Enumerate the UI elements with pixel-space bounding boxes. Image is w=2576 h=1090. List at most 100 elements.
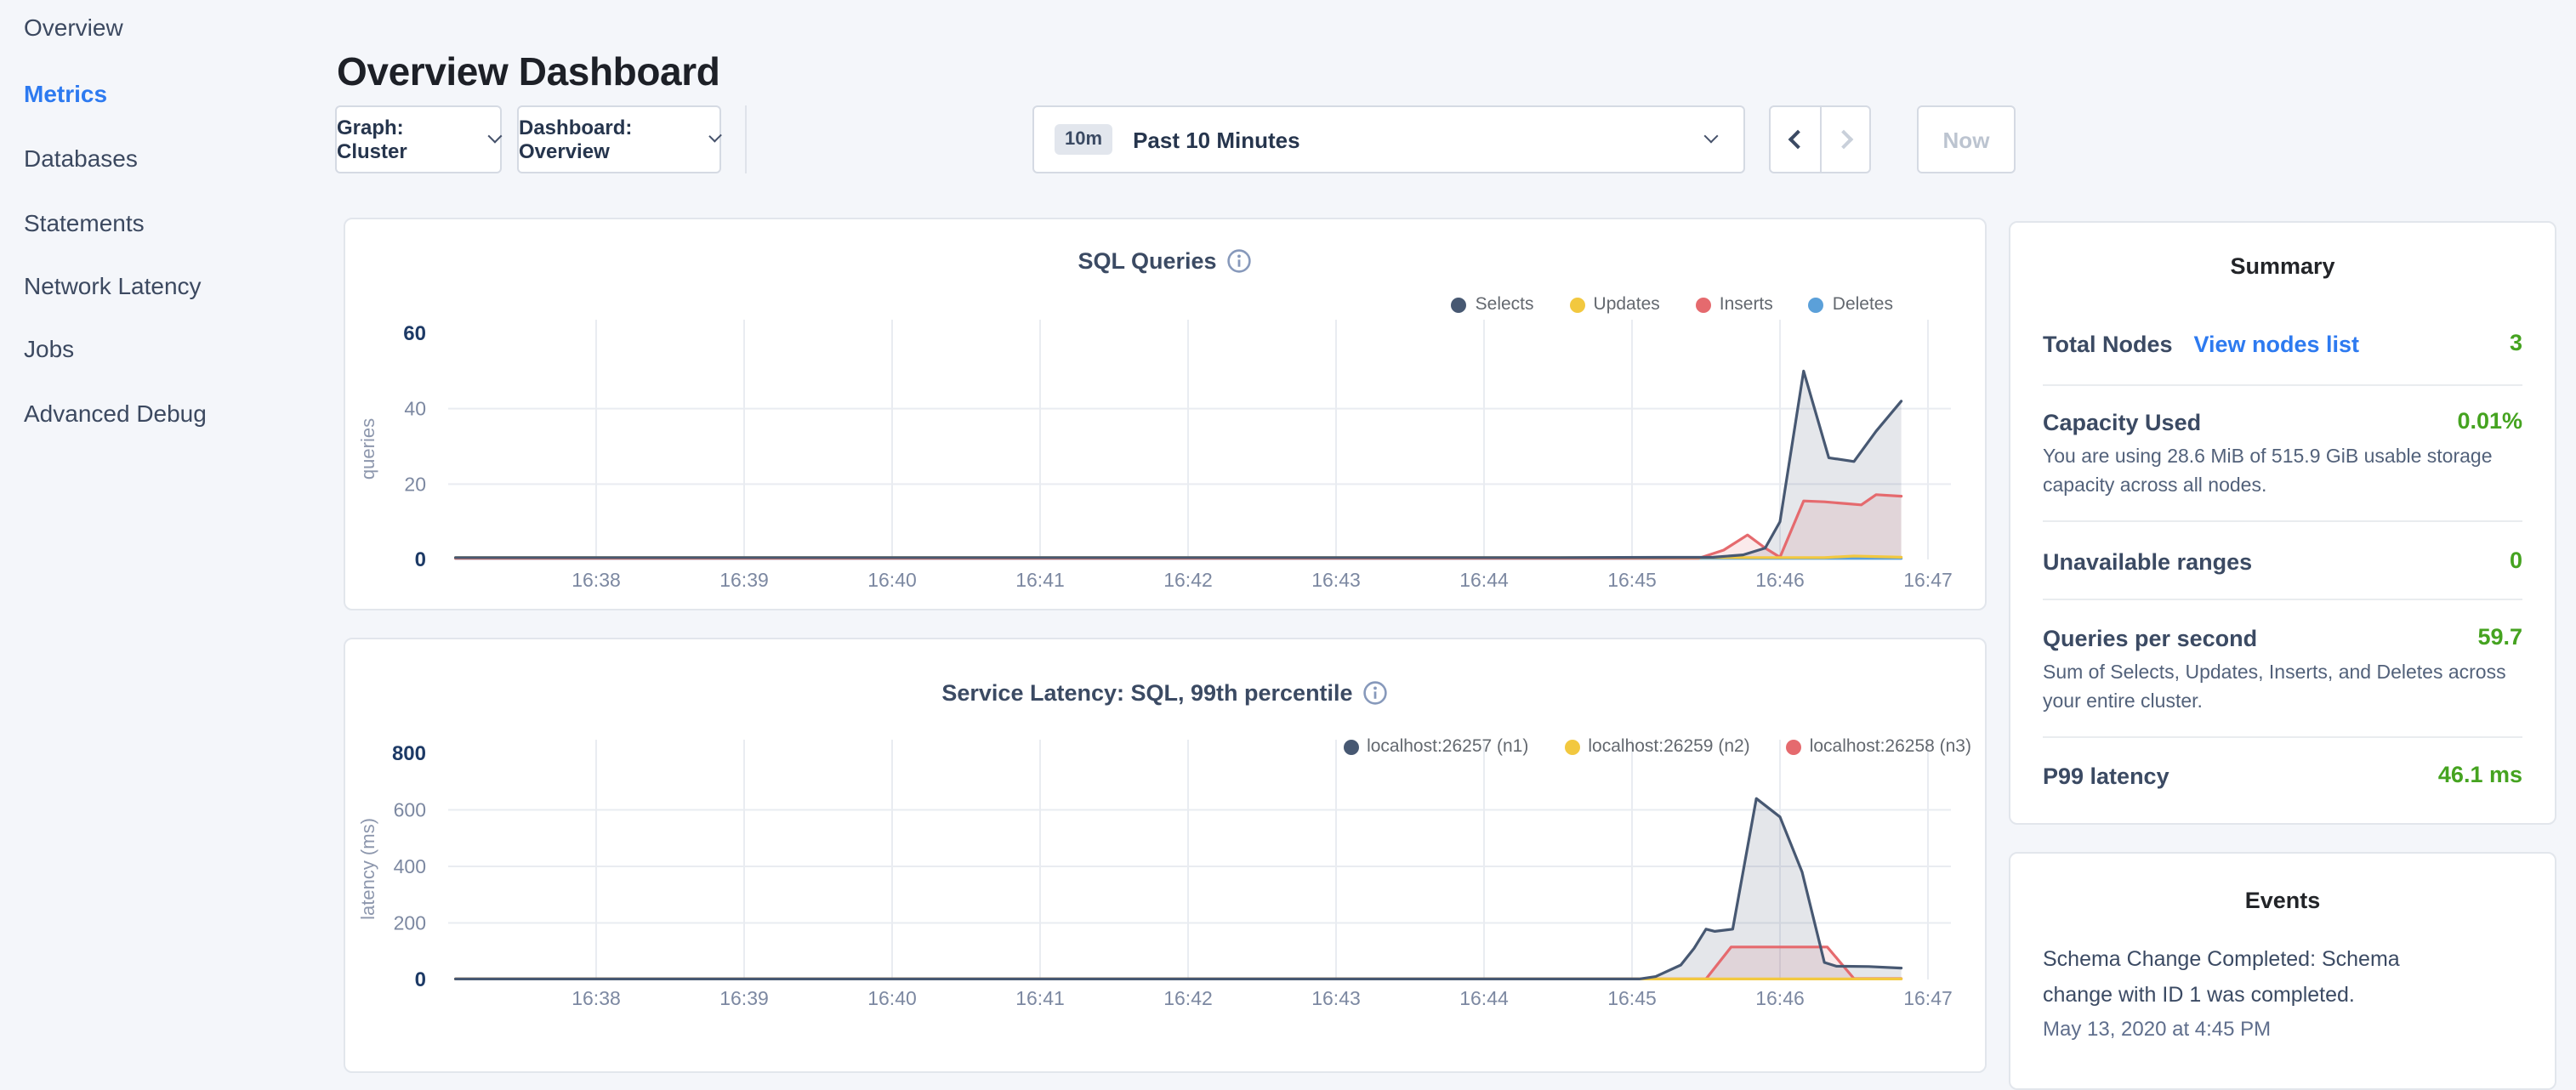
summary-title: Summary — [2010, 253, 2555, 279]
time-step-back-button[interactable] — [1771, 107, 1820, 172]
sidebar-item-overview[interactable]: Overview — [24, 10, 123, 44]
x-axis-tick: 16:42 — [1163, 987, 1213, 1009]
chart-title-text: Service Latency: SQL, 99th percentile — [941, 680, 1352, 706]
x-axis-tick: 16:44 — [1459, 987, 1509, 1009]
legend-item-localhost-26257-n1-[interactable]: localhost:26257 (n1) — [1343, 736, 1528, 757]
time-window-badge: 10m — [1055, 124, 1112, 155]
sidebar-item-databases[interactable]: Databases — [24, 141, 138, 175]
x-axis-tick: 16:39 — [719, 569, 769, 591]
legend-item-localhost-26258-n3-[interactable]: localhost:26258 (n3) — [1786, 736, 1971, 757]
p99-latency-label: P99 latency — [2043, 764, 2169, 789]
y-axis-tick: 400 — [394, 855, 426, 877]
legend-dot-icon — [1564, 739, 1579, 754]
x-axis-tick: 16:46 — [1755, 569, 1805, 591]
legend-label: Updates — [1594, 294, 1660, 315]
now-button-label: Now — [1943, 127, 1990, 152]
x-axis-tick: 16:45 — [1607, 569, 1657, 591]
y-axis-tick: 40 — [404, 398, 426, 420]
x-axis-tick: 16:41 — [1015, 987, 1065, 1009]
capacity-used-value: 0.01% — [2457, 408, 2522, 434]
events-title: Events — [2010, 888, 2555, 913]
series-line-selects — [456, 371, 1902, 557]
divider — [2043, 520, 2522, 522]
legend-item-deletes[interactable]: Deletes — [1809, 294, 1893, 315]
y-axis-tick: 0 — [415, 548, 426, 571]
now-button[interactable]: Now — [1917, 105, 2016, 173]
grid — [448, 320, 1951, 559]
app-window: Overview Metrics Databases Statements Ne… — [0, 0, 2576, 1051]
summary-row-capacity: Capacity Used 0.01% — [2043, 408, 2522, 439]
unavailable-ranges-label: Unavailable ranges — [2043, 549, 2252, 575]
time-window-dropdown[interactable]: 10m Past 10 Minutes — [1032, 105, 1745, 173]
dashboard-dropdown[interactable]: Dashboard: Overview — [517, 105, 721, 173]
sql-queries-card: 020406016:3816:3916:4016:4116:4216:4316:… — [344, 218, 1987, 610]
summary-row-total-nodes: Total Nodes View nodes list 3 — [2043, 330, 2522, 360]
event-message[interactable]: Schema Change Completed: Schema change w… — [2043, 942, 2468, 1012]
sidebar-item-metrics[interactable]: Metrics — [24, 77, 107, 111]
view-nodes-list-link[interactable]: View nodes list — [2193, 332, 2359, 357]
chevron-down-icon — [488, 129, 503, 144]
x-axis-tick: 16:40 — [867, 569, 917, 591]
x-axis-tick: 16:46 — [1755, 987, 1805, 1009]
page-title: Overview Dashboard — [337, 50, 719, 96]
divider — [2043, 599, 2522, 600]
divider — [2043, 384, 2522, 386]
sidebar-item-advanced-debug[interactable]: Advanced Debug — [24, 396, 207, 430]
series-area-inserts — [456, 495, 1902, 559]
qps-description: Sum of Selects, Updates, Inserts, and De… — [2043, 660, 2522, 716]
legend-item-updates[interactable]: Updates — [1570, 294, 1660, 315]
dashboard-dropdown-label: Dashboard: Overview — [519, 116, 697, 163]
legend-label: localhost:26258 (n3) — [1810, 736, 1971, 757]
queries-per-second-value: 59.7 — [2477, 624, 2522, 650]
series-line-localhost-26257-n1- — [456, 798, 1902, 979]
time-window-label: Past 10 Minutes — [1133, 127, 1300, 152]
graph-node-dropdown[interactable]: Graph: Cluster — [335, 105, 502, 173]
x-axis-tick: 16:43 — [1311, 569, 1361, 591]
legend-label: Inserts — [1720, 294, 1773, 315]
graph-dropdown-label: Graph: Cluster — [337, 116, 476, 163]
x-axis-tick: 16:41 — [1015, 569, 1065, 591]
total-nodes-value: 3 — [2510, 330, 2522, 355]
sidebar-item-statements[interactable]: Statements — [24, 206, 145, 240]
legend-dot-icon — [1570, 297, 1585, 312]
x-axis-tick: 16:38 — [571, 987, 621, 1009]
legend-label: Selects — [1476, 294, 1534, 315]
sql-queries-chart[interactable]: 020406016:3816:3916:4016:4116:4216:4316:… — [345, 219, 1987, 610]
legend-item-selects[interactable]: Selects — [1452, 294, 1534, 315]
summary-row-p99: P99 latency 46.1 ms — [2043, 762, 2522, 792]
y-axis-tick: 200 — [394, 912, 426, 934]
event-timestamp: May 13, 2020 at 4:45 PM — [2043, 1017, 2271, 1041]
x-axis-tick: 16:39 — [719, 987, 769, 1009]
y-axis-tick: 800 — [392, 742, 426, 765]
y-axis-tick: 20 — [404, 473, 426, 495]
chart-title-text: SQL Queries — [1078, 248, 1216, 274]
legend-dot-icon — [1452, 297, 1467, 312]
y-axis-label: queries — [357, 418, 378, 480]
queries-per-second-label: Queries per second — [2043, 626, 2257, 651]
service-latency-card: 020040060080016:3816:3916:4016:4116:4216… — [344, 638, 1987, 1073]
sidebar-item-jobs[interactable]: Jobs — [24, 332, 74, 366]
y-axis-tick: 600 — [394, 799, 426, 821]
sql-queries-chart-title: SQL Queries — [345, 248, 1985, 274]
x-axis-tick: 16:42 — [1163, 569, 1213, 591]
legend-item-inserts[interactable]: Inserts — [1696, 294, 1773, 315]
x-axis-tick: 16:43 — [1311, 987, 1361, 1009]
legend-dot-icon — [1786, 739, 1801, 754]
legend-item-localhost-26259-n2-[interactable]: localhost:26259 (n2) — [1564, 736, 1749, 757]
service-latency-legend: localhost:26257 (n1) localhost:26259 (n2)… — [1343, 736, 1971, 757]
p99-latency-value: 46.1 ms — [2438, 762, 2522, 787]
summary-row-qps: Queries per second 59.7 — [2043, 624, 2522, 655]
x-axis-tick: 16:40 — [867, 987, 917, 1009]
total-nodes-label: Total Nodes — [2043, 332, 2173, 357]
info-icon[interactable] — [1227, 248, 1253, 274]
events-panel: Events Schema Change Completed: Schema c… — [2009, 852, 2556, 1090]
series-area-localhost-26257-n1- — [456, 798, 1902, 979]
info-icon[interactable] — [1363, 680, 1389, 706]
time-step-forward-button[interactable] — [1820, 107, 1869, 172]
legend-label: localhost:26259 (n2) — [1588, 736, 1749, 757]
sidebar-item-network-latency[interactable]: Network Latency — [24, 269, 202, 303]
chevron-right-icon — [1834, 130, 1853, 150]
legend-dot-icon — [1343, 739, 1358, 754]
x-axis-tick: 16:44 — [1459, 569, 1509, 591]
divider — [2043, 736, 2522, 738]
